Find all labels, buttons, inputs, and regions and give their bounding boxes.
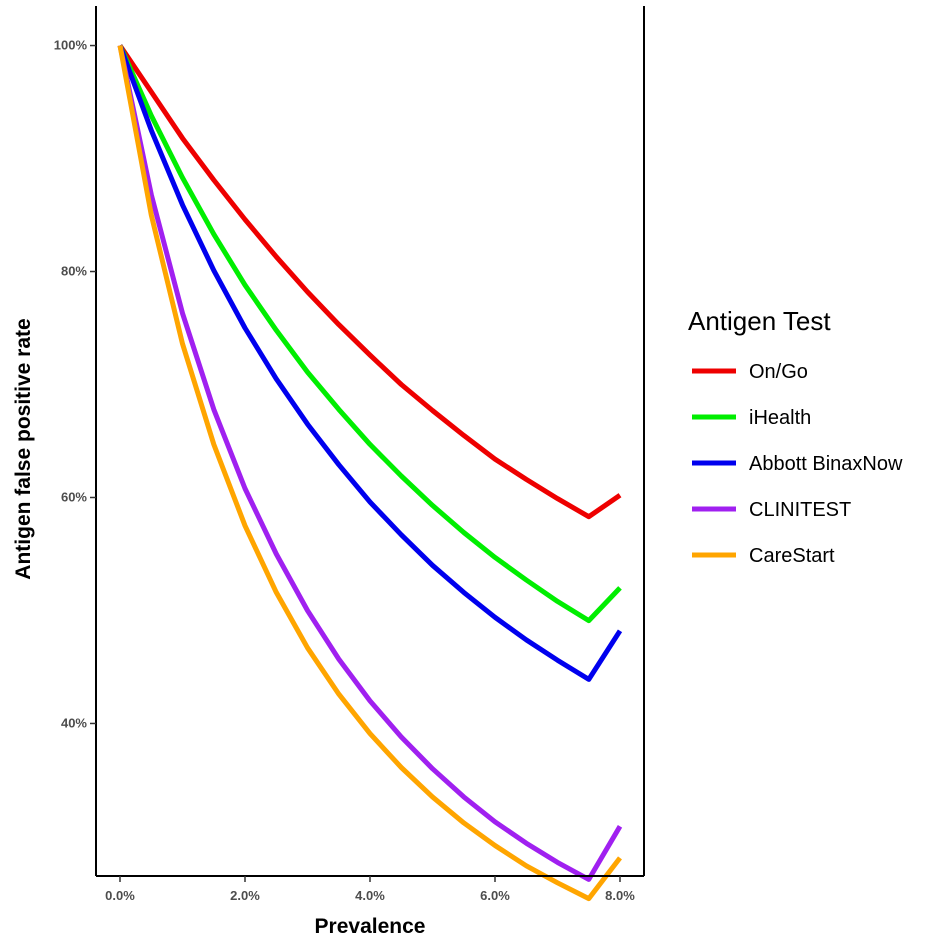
x-tick-label: 2.0% (230, 888, 260, 903)
y-axis-title: Antigen false positive rate (12, 318, 35, 579)
x-axis-title: Prevalence (315, 915, 426, 938)
series-line-3 (117, 44, 623, 882)
x-tick-label: 8.0% (605, 888, 635, 903)
legend-label: On/Go (749, 361, 808, 383)
x-tick-label: 0.0% (105, 888, 135, 903)
x-tick-label: 6.0% (480, 888, 510, 903)
y-tick-label: 60% (61, 489, 87, 504)
legend-label: Abbott BinaxNow (749, 453, 903, 475)
x-tick-label: 4.0% (355, 888, 385, 903)
legend-label: iHealth (749, 407, 811, 429)
legend: Antigen Test On/Go iHealth Abbott BinaxNow… (688, 306, 903, 567)
legend-title: Antigen Test (688, 306, 831, 336)
legend-label: CareStart (749, 545, 835, 567)
y-tick-label: 80% (61, 264, 87, 279)
y-tick-label: 100% (54, 38, 88, 53)
y-tick-label: 40% (61, 715, 87, 730)
series-line-1 (117, 44, 622, 624)
axes: 40% 60% 80% 100% 0.0% 2.0% 4.0% 6.0% 8.0% (54, 6, 645, 903)
legend-label: CLINITEST (749, 499, 851, 521)
series-line-4 (117, 45, 622, 902)
plot-area (117, 44, 623, 902)
series-line-2 (117, 44, 623, 682)
series-line-0 (117, 44, 622, 520)
